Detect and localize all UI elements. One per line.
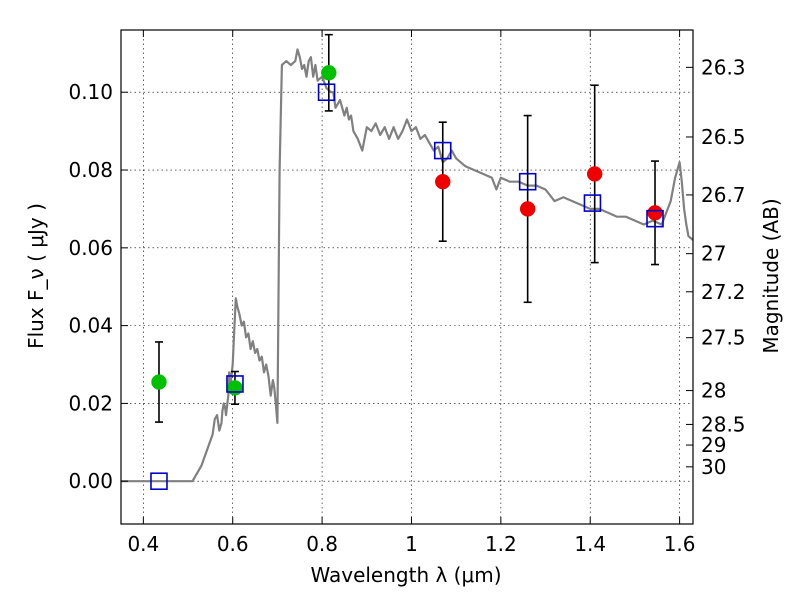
x-tick-label: 1.4	[574, 532, 606, 556]
y-tick-label: 0.10	[68, 80, 113, 104]
y2-tick-label: 27.2	[701, 280, 746, 304]
x-tick-label: 0.4	[127, 532, 159, 556]
y-tick-label: 0.02	[68, 391, 113, 415]
red-point	[519, 201, 536, 217]
model-square	[150, 472, 168, 491]
y-tick-label: 0.06	[68, 236, 113, 260]
y-tick-label: 0.00	[68, 469, 113, 493]
green-point	[227, 380, 243, 396]
errorbars	[154, 33, 660, 423]
y2-tick-label: 28.5	[701, 412, 746, 436]
x-axis-ticks: 0.4 0.6 0.8 1 1.2 1.4 1.6	[127, 30, 696, 556]
red-point	[435, 173, 451, 190]
y2-tick-label: 29	[701, 433, 726, 457]
plot-frame	[120, 29, 694, 525]
data-points	[151, 65, 663, 396]
y2-tick-label: 26.7	[701, 183, 746, 207]
y-tick-label: 0.08	[68, 158, 113, 182]
x-axis-title: Wavelength λ (μm)	[310, 563, 501, 587]
x-tick-label: 0.6	[217, 532, 249, 556]
y2-tick-label: 26.5	[701, 125, 746, 149]
y2-tick-label: 27.5	[701, 326, 746, 350]
x-tick-label: 1	[405, 532, 418, 556]
y2-tick-label: 30	[701, 455, 726, 479]
y2-tick-label: 27	[701, 242, 726, 266]
model-square	[646, 209, 664, 228]
model-square	[433, 141, 452, 160]
y-axis-title: Flux F_ν ( μJy )	[24, 203, 48, 349]
red-point	[586, 166, 603, 182]
template-spectrum	[121, 48, 694, 483]
grid	[121, 30, 693, 524]
template-line	[121, 48, 694, 483]
y2-tick-label: 28	[701, 379, 726, 403]
green-point	[151, 374, 167, 390]
x-tick-label: 0.8	[306, 532, 338, 556]
y-axis-ticks: 0.00 0.02 0.04 0.06 0.08 0.10	[68, 80, 128, 493]
x-tick-label: 1.6	[664, 532, 696, 556]
red-point	[647, 205, 663, 221]
model-squares	[150, 83, 664, 491]
y2-tick-label: 26.3	[701, 55, 746, 79]
model-square	[583, 194, 602, 212]
model-square	[226, 375, 244, 393]
y2-axis-title: Magnitude (AB)	[759, 198, 783, 353]
model-square	[317, 83, 336, 102]
green-point	[321, 65, 337, 81]
x-tick-label: 1.2	[485, 532, 517, 556]
y-tick-label: 0.04	[68, 314, 113, 338]
model-square	[518, 172, 537, 191]
